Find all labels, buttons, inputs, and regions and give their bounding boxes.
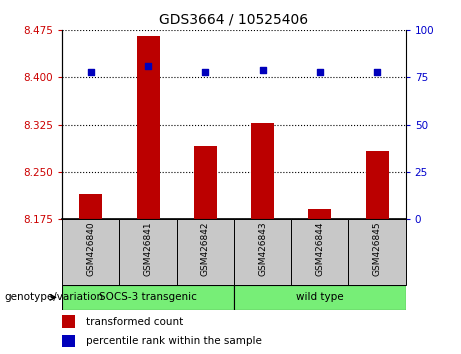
- Bar: [177, 219, 234, 285]
- Bar: [79, 194, 102, 219]
- Bar: [291, 219, 349, 285]
- Text: GSM426841: GSM426841: [143, 222, 153, 276]
- Bar: [234, 219, 291, 285]
- Text: GSM426842: GSM426842: [201, 222, 210, 276]
- Bar: [251, 123, 274, 219]
- Bar: [62, 219, 119, 285]
- Bar: [136, 36, 160, 219]
- Point: [259, 67, 266, 73]
- Text: transformed count: transformed count: [86, 316, 183, 327]
- Bar: [349, 219, 406, 285]
- Text: GSM426844: GSM426844: [315, 222, 325, 276]
- Point: [316, 69, 324, 75]
- Point: [201, 69, 209, 75]
- Text: GSM426845: GSM426845: [372, 222, 382, 276]
- Bar: [119, 219, 177, 285]
- Text: wild type: wild type: [296, 292, 343, 302]
- Point: [373, 69, 381, 75]
- Bar: [194, 145, 217, 219]
- Point: [87, 69, 95, 75]
- Bar: [62, 335, 75, 347]
- Bar: [62, 315, 75, 328]
- Bar: [62, 285, 234, 310]
- Point: [144, 63, 152, 69]
- Text: GSM426840: GSM426840: [86, 222, 95, 276]
- Text: SOCS-3 transgenic: SOCS-3 transgenic: [99, 292, 197, 302]
- Text: GSM426843: GSM426843: [258, 222, 267, 276]
- Title: GDS3664 / 10525406: GDS3664 / 10525406: [160, 12, 308, 26]
- Bar: [366, 151, 389, 219]
- Text: percentile rank within the sample: percentile rank within the sample: [86, 336, 262, 346]
- Bar: [308, 209, 331, 219]
- Text: genotype/variation: genotype/variation: [5, 292, 104, 302]
- Bar: [234, 285, 406, 310]
